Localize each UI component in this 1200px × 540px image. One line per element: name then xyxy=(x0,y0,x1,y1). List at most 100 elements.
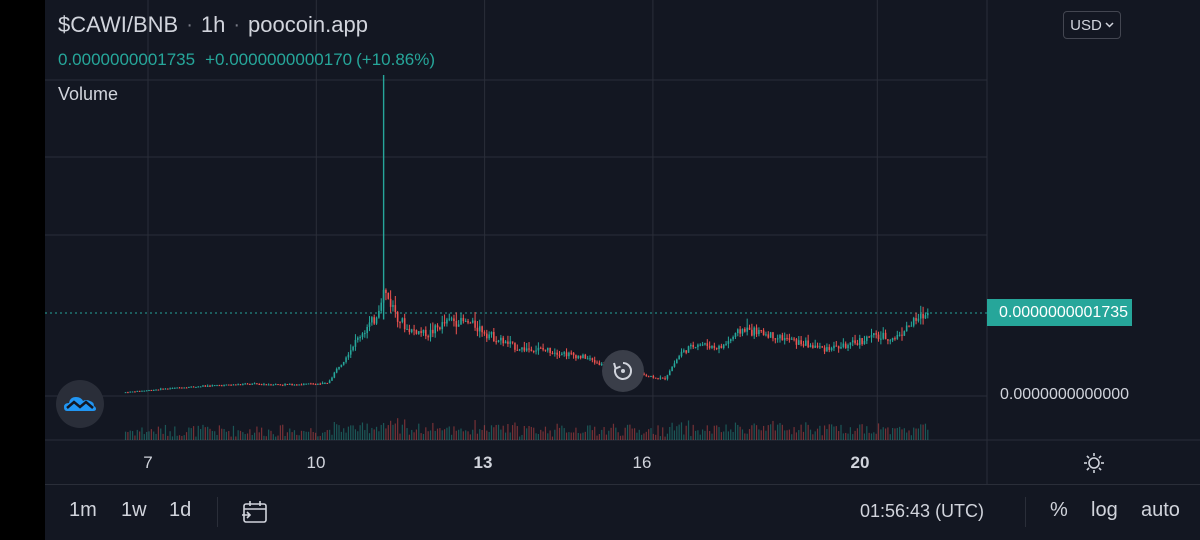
volume-bar xyxy=(244,434,246,440)
volume-bar xyxy=(577,432,579,440)
candle-body xyxy=(448,318,451,320)
candle-body xyxy=(584,354,587,359)
volume-bar xyxy=(568,432,570,440)
volume-bar xyxy=(899,426,901,440)
utc-clock[interactable]: 01:56:43 (UTC) xyxy=(860,501,985,521)
volume-bar xyxy=(887,427,889,440)
volume-bar xyxy=(432,422,434,440)
candle-body xyxy=(371,317,373,323)
candle-body xyxy=(199,386,202,388)
volume-bar xyxy=(216,434,218,440)
volume-bar xyxy=(605,434,608,440)
volume-bar xyxy=(146,431,148,440)
candle-body xyxy=(349,350,352,355)
candle-body xyxy=(833,345,835,349)
candle-body xyxy=(164,388,167,390)
candle-body xyxy=(429,329,432,338)
volume-bar xyxy=(927,429,929,440)
candle-body xyxy=(772,332,774,339)
volume-bar xyxy=(741,429,744,440)
volume-bar xyxy=(270,430,272,440)
volume-bar xyxy=(838,431,840,440)
volume-bar xyxy=(875,433,877,440)
volume-bar xyxy=(232,425,235,440)
interval-label[interactable]: 1h xyxy=(200,12,226,37)
calendar-range-icon[interactable] xyxy=(241,498,269,526)
volume-bar xyxy=(502,425,504,440)
candle-body xyxy=(790,338,793,340)
range-1d-button[interactable]: 1d xyxy=(169,499,192,521)
percent-scale-button[interactable]: % xyxy=(1050,499,1068,521)
candle-body xyxy=(525,348,528,351)
volume-bar xyxy=(798,430,800,440)
volume-bar xyxy=(805,422,807,440)
volume-bar xyxy=(629,424,631,440)
volume-bar xyxy=(737,424,739,440)
volume-bar xyxy=(507,424,509,440)
candle-body xyxy=(263,384,265,386)
volume-bar xyxy=(633,428,636,440)
range-1m-button[interactable]: 1m xyxy=(69,499,97,521)
volume-bar xyxy=(863,433,866,440)
candle-body xyxy=(507,341,509,344)
volume-bar xyxy=(659,436,661,440)
candle-body xyxy=(441,322,444,330)
poocoin-cloud-logo-icon[interactable] xyxy=(56,380,104,428)
volume-bar xyxy=(500,429,502,440)
candle-body xyxy=(340,364,343,367)
candle-body xyxy=(748,327,751,330)
volume-bar xyxy=(859,424,861,440)
volume-bar xyxy=(420,433,422,440)
volume-bar xyxy=(237,430,239,440)
candle-body xyxy=(762,330,765,336)
log-scale-button[interactable]: log xyxy=(1091,499,1118,521)
candlestick-chart[interactable] xyxy=(45,0,1200,484)
volume-bar xyxy=(690,436,692,440)
volume-bar xyxy=(751,425,753,440)
volume-bar xyxy=(706,425,708,440)
time-axis-label: 7 xyxy=(143,453,153,472)
candle-body xyxy=(450,318,453,320)
candle-body xyxy=(776,338,779,340)
candle-body xyxy=(690,344,692,347)
currency-select-button[interactable]: USD xyxy=(1063,11,1121,39)
volume-bar xyxy=(127,432,129,440)
symbol-name[interactable]: $CAWI/BNB xyxy=(58,12,179,37)
volume-bar xyxy=(910,435,912,440)
volume-bar xyxy=(725,424,727,440)
volume-bar xyxy=(129,430,131,440)
volume-bar xyxy=(873,432,875,440)
candle-body xyxy=(568,352,570,357)
volume-bar xyxy=(352,425,354,440)
candle-body xyxy=(683,350,685,352)
candle-body xyxy=(422,329,425,333)
candle-body xyxy=(805,340,807,346)
volume-bar xyxy=(521,434,523,440)
candle-body xyxy=(593,360,596,363)
title-separator: · xyxy=(233,13,241,36)
volume-legend[interactable]: Volume xyxy=(58,84,119,104)
volume-bar xyxy=(870,433,873,440)
volume-bar xyxy=(404,419,406,440)
candle-body xyxy=(272,384,275,386)
candle-body xyxy=(258,384,261,386)
candle-body xyxy=(256,383,258,385)
toolbar-divider xyxy=(1025,497,1026,527)
settings-sun-icon[interactable] xyxy=(1081,450,1107,476)
candle-body xyxy=(338,366,340,369)
candle-body xyxy=(195,386,197,388)
reset-chart-icon[interactable] xyxy=(602,350,644,392)
candle-body xyxy=(919,313,922,319)
volume-bar xyxy=(462,431,464,440)
volume-bar xyxy=(624,427,626,440)
auto-scale-button[interactable]: auto xyxy=(1141,499,1180,521)
volume-bar xyxy=(411,429,413,440)
volume-bar xyxy=(458,429,460,440)
volume-bar xyxy=(256,426,258,440)
candle-body xyxy=(218,385,221,387)
candle-body xyxy=(493,332,495,342)
candle-body xyxy=(823,347,826,352)
candle-body xyxy=(469,322,472,324)
candle-body xyxy=(915,318,917,321)
range-1w-button[interactable]: 1w xyxy=(121,499,147,521)
